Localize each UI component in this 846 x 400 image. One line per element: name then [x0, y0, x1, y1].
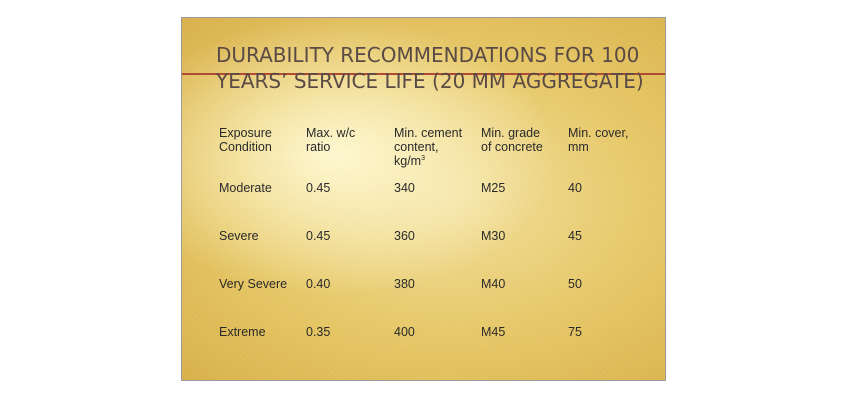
table-row-4-grade: M45: [481, 325, 506, 339]
slide-title: DURABILITY RECOMMENDATIONS FOR 100 YEARS…: [216, 42, 664, 94]
table-row-1-exposure: Moderate: [219, 181, 272, 195]
table-row-1-grade: M25: [481, 181, 506, 195]
table-row-3-cover: 50: [568, 277, 582, 291]
table-row-3-grade: M40: [481, 277, 506, 291]
slide-title-line-1: DURABILITY RECOMMENDATIONS FOR 100: [216, 43, 640, 67]
table-row-4-cement: 400: [394, 325, 415, 339]
table-row-3-cement: 380: [394, 277, 415, 291]
column-header-concrete-grade: Min. grade of concrete: [481, 126, 543, 154]
table-row-2-cover: 45: [568, 229, 582, 243]
table-row-2-cement: 360: [394, 229, 415, 243]
column-header-cement-content: Min. cement content, kg/m3: [394, 126, 463, 168]
slide-title-line-2: YEARS’ SERVICE LIFE (20 MM AGGREGATE): [216, 69, 644, 93]
table-row-4-exposure: Extreme: [219, 325, 266, 339]
table-row-1-cover: 40: [568, 181, 582, 195]
table-row-1-wc-ratio: 0.45: [306, 181, 331, 195]
column-header-exposure: Exposure Condition: [219, 126, 272, 154]
table-row-3-wc-ratio: 0.40: [306, 277, 331, 291]
title-divider: [182, 73, 665, 75]
table-row-2-grade: M30: [481, 229, 506, 243]
table-row-2-wc-ratio: 0.45: [306, 229, 331, 243]
table-row-4-cover: 75: [568, 325, 582, 339]
table-row-2-exposure: Severe: [219, 229, 259, 243]
table-row-4-wc-ratio: 0.35: [306, 325, 331, 339]
slide: DURABILITY RECOMMENDATIONS FOR 100 YEARS…: [181, 17, 666, 381]
table-row-1-cement: 340: [394, 181, 415, 195]
column-header-wc-ratio: Max. w/c ratio: [306, 126, 356, 154]
column-header-cover: Min. cover, mm: [568, 126, 629, 154]
table-row-3-exposure: Very Severe: [219, 277, 288, 291]
